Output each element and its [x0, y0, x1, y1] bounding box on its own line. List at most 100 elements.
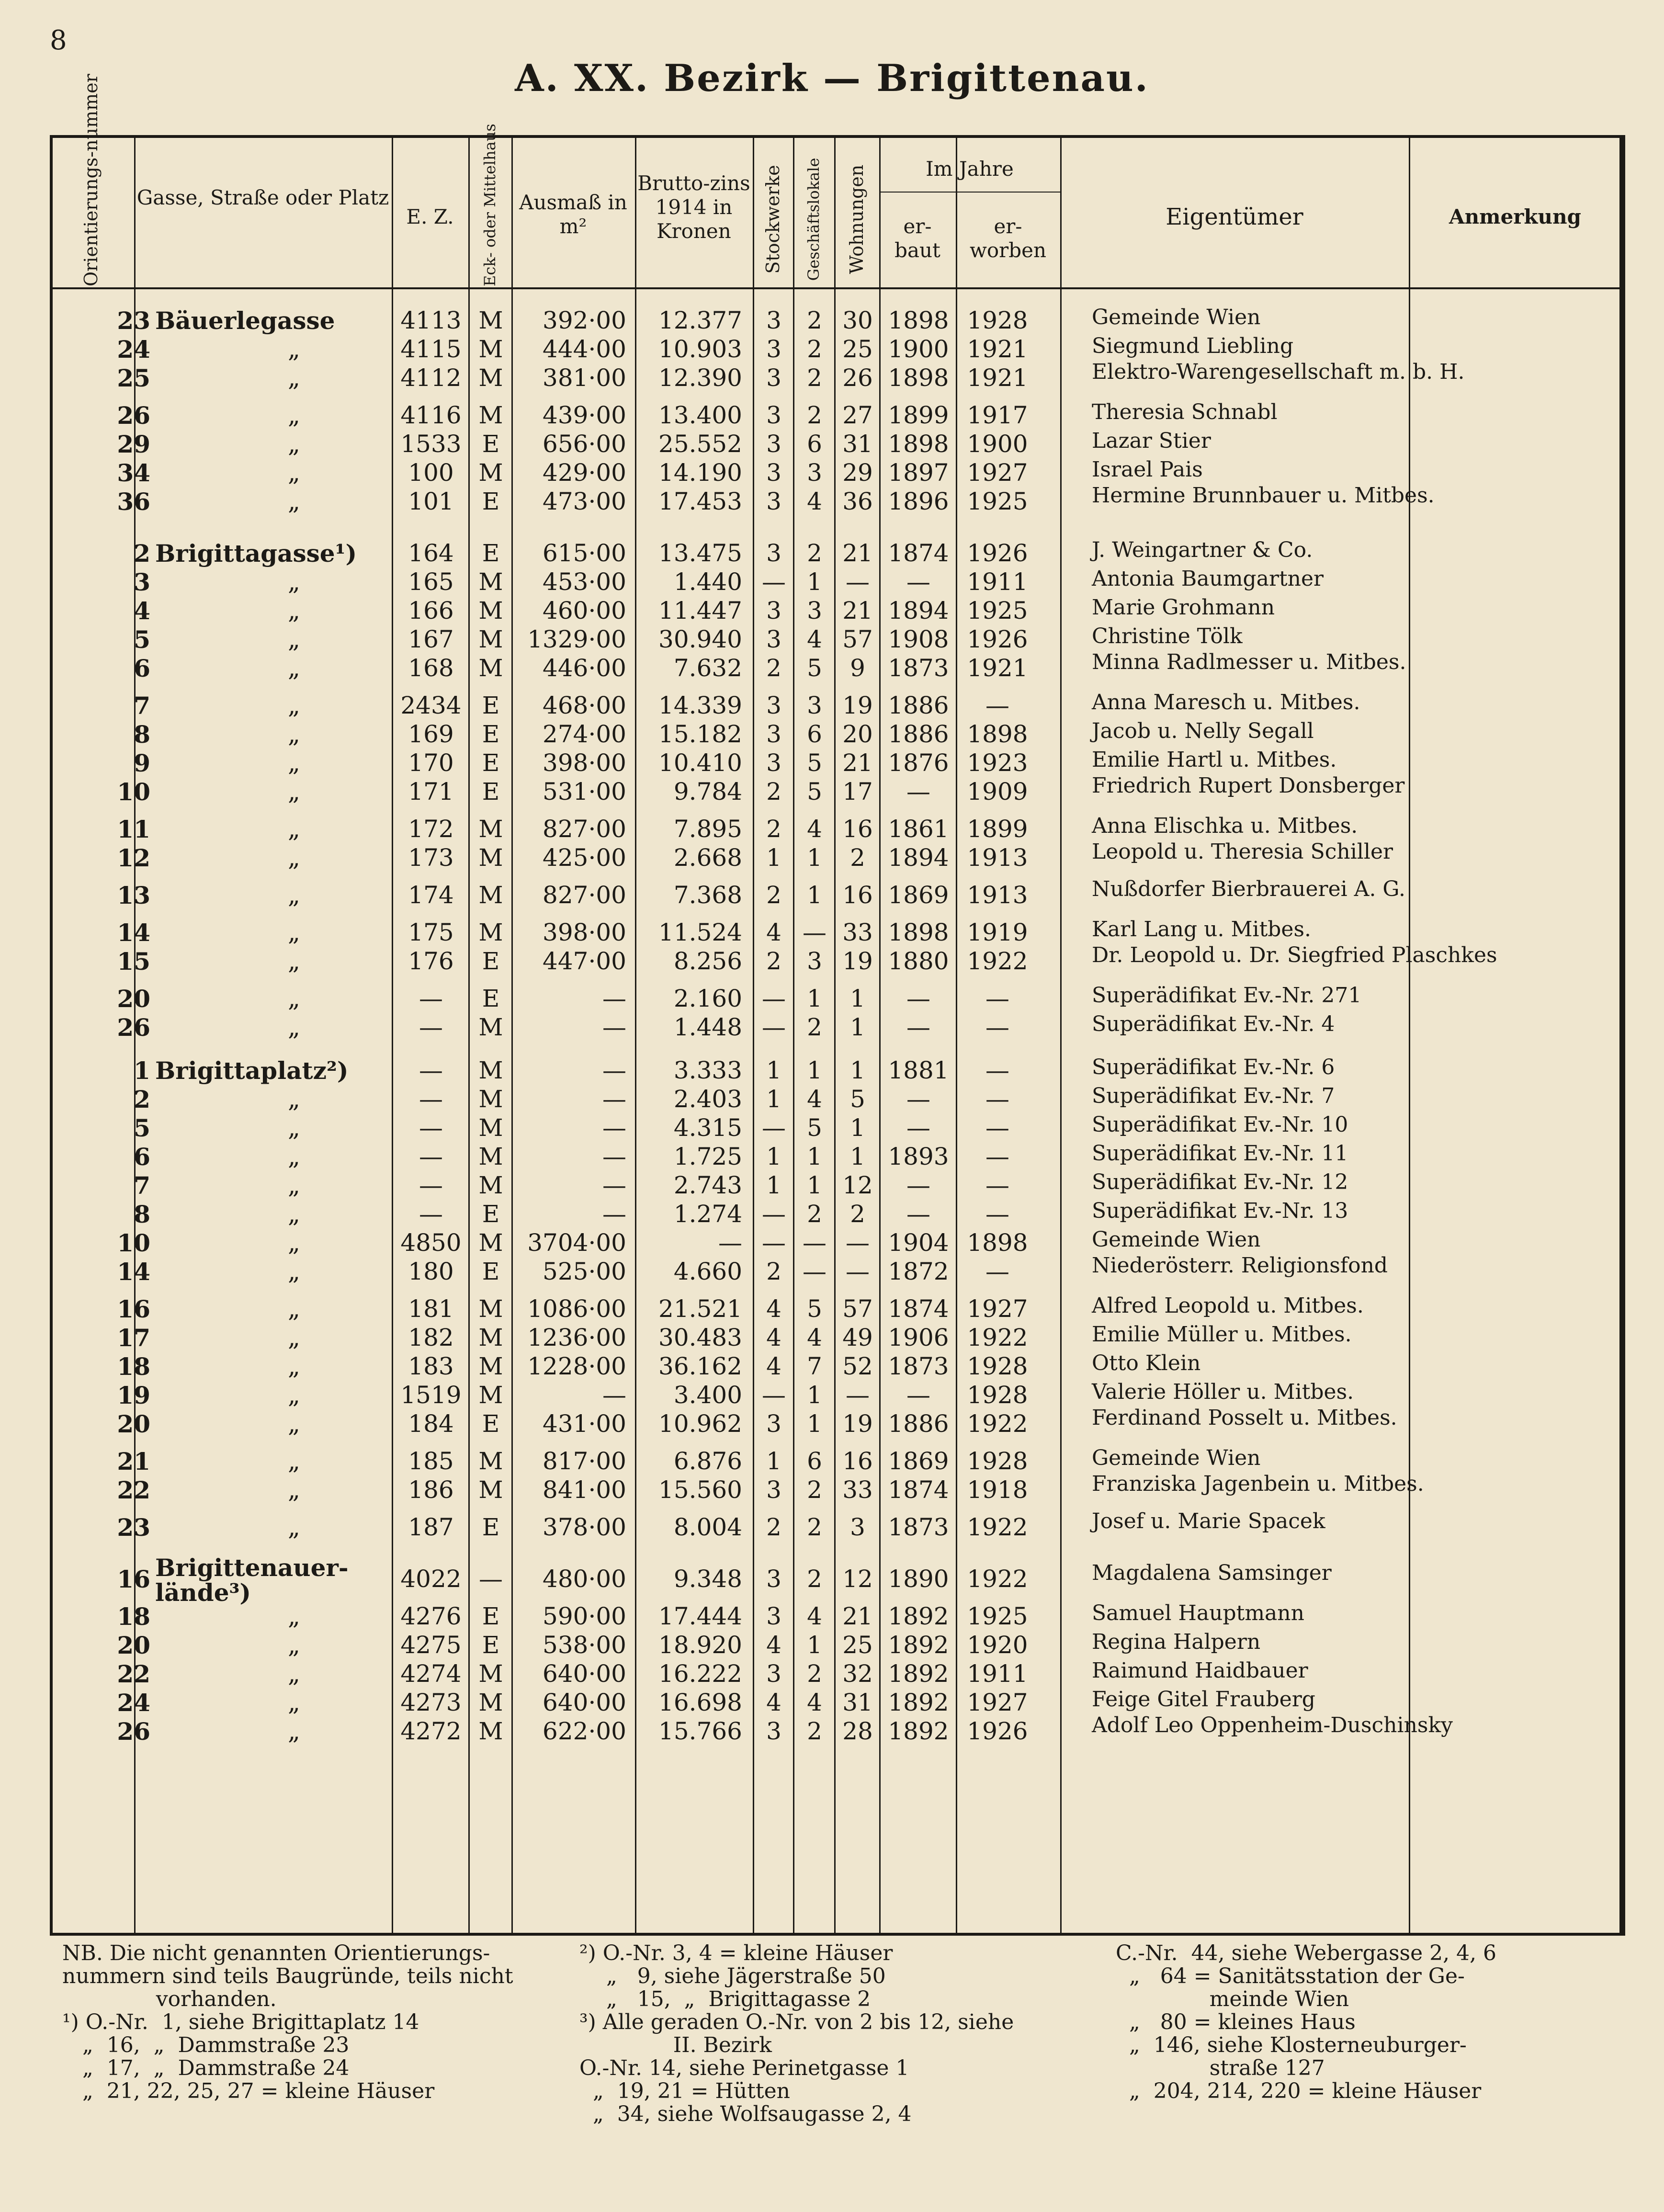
cell-street: „ — [288, 1200, 300, 1228]
cell-gl: 2 — [807, 335, 822, 363]
cell-erw: — — [985, 1200, 1009, 1228]
cell-street: „ — [288, 1447, 300, 1475]
cell-em: E — [482, 488, 500, 515]
footnotes-left: NB. Die nicht genannten Orientierungs-nu… — [62, 1942, 565, 2103]
cell-ez: 186 — [408, 1476, 454, 1504]
cell-wo: 20 — [842, 720, 873, 748]
cell-erb: 1869 — [888, 881, 949, 909]
cell-zins: 7.632 — [673, 654, 742, 682]
cell-erb: 1892 — [888, 1717, 949, 1745]
cell-em: E — [482, 720, 500, 748]
cell-wo: 9 — [850, 654, 865, 682]
cell-zins: 1.725 — [673, 1143, 742, 1170]
cell-st: 4 — [766, 1324, 781, 1351]
cell-street: „ — [288, 1171, 300, 1199]
cell-nr: 18 — [117, 1602, 150, 1631]
cell-street: „ — [288, 720, 300, 748]
cell-owner: Valerie Höller u. Mitbes. — [1092, 1380, 1354, 1404]
cell-wo: 57 — [842, 625, 873, 653]
cell-st: 1 — [766, 1447, 781, 1475]
cell-em: M — [478, 1171, 503, 1199]
cell-zins: 1.448 — [673, 1013, 742, 1041]
cell-erb: 1900 — [888, 335, 949, 363]
cell-nr: 9 — [134, 749, 150, 777]
cell-nr: 16 — [117, 1565, 150, 1593]
cell-gl: 5 — [807, 749, 822, 777]
cell-gl: 1 — [807, 1056, 822, 1084]
cell-area: 817·00 — [543, 1447, 626, 1475]
page-number: 8 — [50, 25, 67, 56]
cell-st: 4 — [766, 1295, 781, 1323]
cell-owner: Christine Tölk — [1092, 624, 1243, 648]
cell-erw: — — [985, 1171, 1009, 1199]
cell-street: Brigittenauer-lände³) — [155, 1554, 349, 1607]
header-wohnungen: Wohnungen — [846, 164, 867, 274]
cell-ez: 168 — [408, 654, 454, 682]
cell-erb: 1894 — [888, 597, 949, 624]
cell-gl: 2 — [807, 306, 822, 334]
cell-owner: Adolf Leo Oppenheim-Duschinsky — [1092, 1713, 1453, 1737]
cell-area: — — [602, 1200, 626, 1228]
cell-owner: Jacob u. Nelly Segall — [1092, 719, 1314, 743]
cell-area: 640·00 — [543, 1660, 626, 1688]
cell-street: „ — [288, 844, 300, 872]
cell-nr: 11 — [117, 815, 150, 843]
cell-zins: 10.903 — [658, 335, 742, 363]
cell-ez: 173 — [408, 844, 454, 872]
cell-wo: 21 — [842, 1602, 873, 1630]
cell-owner: Elektro-Warengesellschaft m. b. H. — [1092, 360, 1465, 384]
cell-wo: 31 — [842, 430, 873, 458]
cell-erb: 1876 — [888, 749, 949, 777]
cell-ez: — — [419, 1143, 443, 1170]
cell-area: 538·00 — [543, 1631, 626, 1659]
cell-em: E — [482, 692, 500, 719]
cell-st: 1 — [766, 1171, 781, 1199]
cell-erw: 1921 — [967, 335, 1028, 363]
footnote-line: „ 16, „ Dammstraße 23 — [62, 2033, 350, 2057]
cell-wo: 30 — [842, 306, 873, 334]
cell-st: 3 — [766, 306, 781, 334]
cell-zins: 14.339 — [658, 692, 742, 719]
cell-st: 3 — [766, 401, 781, 429]
cell-street: „ — [288, 1143, 300, 1170]
cell-erw: 1898 — [967, 1229, 1028, 1257]
cell-erw: 1927 — [967, 1689, 1028, 1716]
cell-erb: — — [906, 1200, 930, 1228]
cell-street: „ — [288, 401, 300, 429]
cell-em: — — [479, 1565, 503, 1593]
cell-erw: 1926 — [967, 1717, 1028, 1745]
cell-ez: 166 — [408, 597, 454, 624]
cell-area: — — [602, 1013, 626, 1041]
cell-erw: 1925 — [967, 1602, 1028, 1630]
cell-erw: 1927 — [967, 1295, 1028, 1323]
cell-st: 3 — [766, 1410, 781, 1438]
cell-erb: 1906 — [888, 1324, 949, 1351]
cell-wo: 21 — [842, 597, 873, 624]
cell-area: 460·00 — [543, 597, 626, 624]
footnote-line: „ 64 = Sanitätsstation der Ge- — [1116, 1964, 1465, 1988]
cell-em: M — [478, 401, 503, 429]
cell-wo: 16 — [842, 1447, 873, 1475]
cell-street: „ — [288, 1410, 300, 1438]
cell-erw: 1927 — [967, 459, 1028, 487]
cell-area: 446·00 — [543, 654, 626, 682]
cell-st: 3 — [766, 749, 781, 777]
cell-zins: 18.920 — [658, 1631, 742, 1659]
cell-st: 2 — [766, 1513, 781, 1541]
cell-em: M — [478, 568, 503, 596]
header-erbaut: er-baut — [894, 215, 940, 262]
cell-owner: Superädifikat Ev.-Nr. 11 — [1092, 1141, 1348, 1166]
cell-owner: Friedrich Rupert Donsberger — [1092, 773, 1405, 798]
cell-street: „ — [288, 654, 300, 682]
cell-ez: 164 — [408, 539, 454, 567]
cell-erb: — — [906, 778, 930, 805]
cell-area: 1228·00 — [527, 1352, 626, 1380]
cell-area: 444·00 — [543, 335, 626, 363]
cell-gl: 4 — [807, 1324, 822, 1351]
cell-erb: — — [906, 1381, 930, 1409]
cell-st: — — [762, 568, 786, 596]
cell-street: „ — [288, 1660, 300, 1688]
footnotes-middle: ²) O.-Nr. 3, 4 = kleine Häuser „ 9, sieh… — [579, 1942, 1082, 2126]
cell-street: „ — [288, 1602, 300, 1630]
cell-nr: 20 — [117, 1631, 150, 1659]
